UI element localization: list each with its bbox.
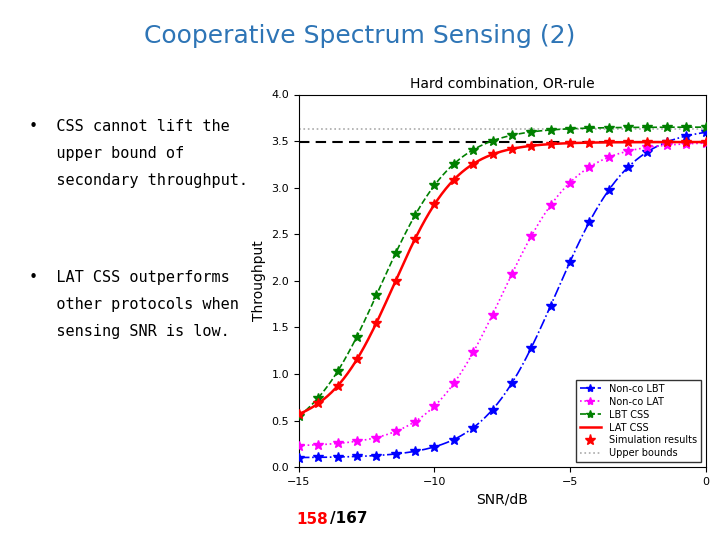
Text: secondary throughput.: secondary throughput. (29, 173, 248, 188)
Legend: Non-co LBT, Non-co LAT, LBT CSS, LAT CSS, Simulation results, Upper bounds: Non-co LBT, Non-co LAT, LBT CSS, LAT CSS… (576, 380, 701, 462)
Text: /167: /167 (330, 511, 367, 526)
Text: upper bound of: upper bound of (29, 146, 184, 161)
X-axis label: SNR/dB: SNR/dB (476, 492, 528, 507)
Text: •  CSS cannot lift the: • CSS cannot lift the (29, 119, 230, 134)
Text: •  LAT CSS outperforms: • LAT CSS outperforms (29, 270, 230, 285)
Text: Cooperative Spectrum Sensing (2): Cooperative Spectrum Sensing (2) (144, 24, 576, 48)
Text: sensing SNR is low.: sensing SNR is low. (29, 324, 230, 339)
Title: Hard combination, OR-rule: Hard combination, OR-rule (410, 77, 595, 91)
Text: other protocols when: other protocols when (29, 297, 238, 312)
Y-axis label: Throughput: Throughput (252, 240, 266, 321)
Text: 158: 158 (296, 511, 328, 526)
